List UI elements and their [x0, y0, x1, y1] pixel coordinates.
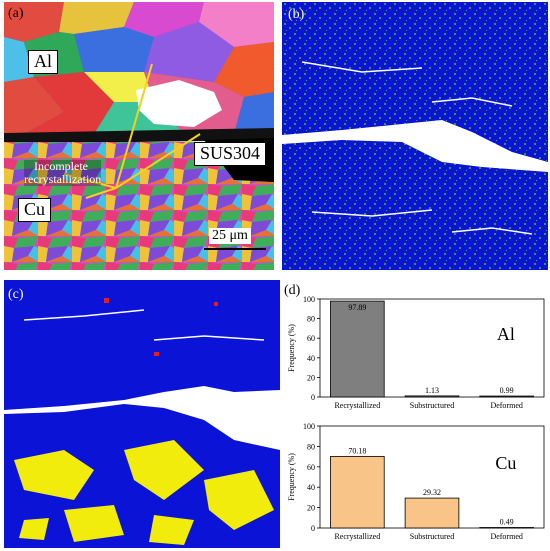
al-material-annotation: Al [497, 324, 515, 344]
panel-a-ipf-map: (a) Al Cu SUS304 Incomplete recrystalliz… [4, 2, 274, 270]
cu-bar [404, 497, 460, 529]
al-category-label: Recrystallized [334, 401, 380, 410]
cu-bar-value-label: 70.18 [348, 446, 366, 455]
panel-c-label: (c) [8, 287, 24, 302]
al-bar-value-label: 97.89 [348, 303, 366, 312]
cu-bar-value-label: 29.32 [423, 488, 441, 497]
cu-category-label: Substructured [410, 532, 454, 541]
al-ytick-label: 0 [311, 393, 315, 402]
cu-bar-value-label: 0.49 [500, 518, 514, 527]
al-bar-value-label: 1.13 [425, 386, 439, 395]
panel-b-map: (b) [282, 2, 548, 270]
al-ytick-label: 60 [307, 334, 315, 343]
sus304-label: SUS304 [194, 142, 267, 166]
al-bar [404, 395, 460, 398]
cu-ylabel: Frequency (%) [287, 453, 296, 501]
al-category-label: Deformed [490, 401, 522, 410]
al-bar [479, 395, 534, 398]
cu-ytick-label: 100 [303, 422, 315, 431]
ipf-map-image [4, 2, 274, 270]
cu-ytick-label: 80 [307, 442, 315, 451]
al-category-label: Substructured [410, 401, 454, 410]
cu-bar [479, 527, 534, 529]
al-ylabel: Frequency (%) [287, 324, 296, 372]
al-bar-value-label: 0.99 [500, 386, 514, 395]
al-ytick-label: 20 [307, 373, 315, 382]
recrystallization-map-image [4, 280, 280, 548]
cu-ytick-label: 40 [307, 483, 315, 492]
chart-al: 0 20 40 60 80 100 Frequency (%) 97.89 Recrystall… [287, 295, 545, 410]
panel-a-label: (a) [8, 6, 24, 21]
cu-category-label: Deformed [490, 532, 522, 541]
panel-d-label: (d) [284, 283, 301, 298]
cu-region-label: Cu [18, 198, 52, 222]
panel-c-map: (c) [4, 280, 280, 548]
cu-category-label: Recrystallized [334, 532, 380, 541]
al-ytick-label: 100 [303, 295, 315, 304]
cu-bar [330, 456, 385, 529]
cu-material-annotation: Cu [495, 453, 516, 473]
cu-ytick-label: 0 [311, 524, 315, 533]
cu-ytick-label: 20 [307, 504, 315, 513]
panel-b-label: (b) [288, 7, 305, 22]
incomplete-recrystallization-label: Incomplete recrystallization [24, 159, 102, 187]
al-region-label: Al [28, 50, 58, 74]
al-bar [330, 300, 385, 398]
al-ytick-label: 80 [307, 315, 315, 324]
kam-map-image [282, 2, 548, 270]
chart-cu: 0 20 40 60 80 100 Frequency (%) 70.18 Recrystall… [287, 422, 545, 541]
scale-bar-label: 25 μm [209, 228, 251, 244]
incomplete-line1: Incomplete [34, 159, 88, 173]
al-ytick-label: 40 [307, 354, 315, 363]
incomplete-line2: recrystallization [24, 172, 102, 187]
cu-ytick-label: 60 [307, 463, 315, 472]
